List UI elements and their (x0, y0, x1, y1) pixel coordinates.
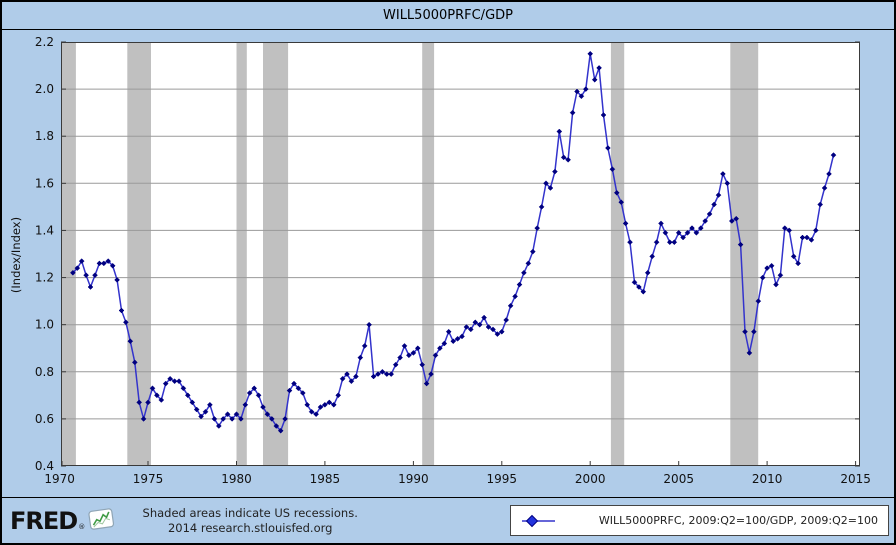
recession-band (422, 42, 435, 466)
y-tick-label: 2.2 (35, 35, 54, 49)
y-tick-label: 0.4 (35, 459, 54, 473)
y-axis-title: (Index/Index) (9, 216, 23, 294)
chart-title: WILL5000PRFC/GDP (2, 2, 894, 30)
recession-band (730, 42, 759, 466)
chart-region: 0.4 0.6 0.8 1.0 1.2 1.4 1.6 1.8 2.0 2.2 1970 1975 19… (2, 30, 894, 497)
data-point-markers (70, 50, 837, 434)
fred-logo: FRED ® (10, 506, 116, 535)
footer: FRED ® Shaded areas indicate US recessio… (2, 497, 894, 543)
fred-logo-text: FRED (10, 506, 78, 535)
y-tick-label: 1.6 (35, 176, 54, 190)
y-tick-label: 0.6 (35, 412, 54, 426)
x-tick-label: 1975 (133, 472, 164, 486)
recession-band (127, 42, 151, 466)
x-tick-label: 1990 (398, 472, 429, 486)
legend: WILL5000PRFC, 2009:Q2=100/GDP, 2009:Q2=1… (509, 505, 889, 536)
source-note: 2014 research.stlouisfed.org (167, 520, 333, 535)
y-tick-label: 1.8 (35, 129, 54, 143)
recession-band (61, 42, 76, 466)
y-tick-label: 2.0 (35, 82, 54, 96)
x-tick-label: 1980 (221, 472, 252, 486)
legend-series-label: WILL5000PRFC, 2009:Q2=100/GDP, 2009:Q2=1… (598, 514, 878, 527)
plot-svg: 0.4 0.6 0.8 1.0 1.2 1.4 1.6 1.8 2.0 2.2 1970 1975 19… (35, 35, 871, 486)
x-tick-label: 2015 (840, 472, 871, 486)
y-tick-label: 1.4 (35, 223, 54, 237)
legend-series-marker (521, 514, 555, 527)
recession-note: Shaded areas indicate US recessions. (142, 505, 358, 520)
x-tick-label: 2000 (575, 472, 606, 486)
icon-sparkline (93, 511, 110, 526)
legend-diamond (525, 514, 539, 527)
y-tick-label: 1.0 (35, 318, 54, 332)
recession-band (610, 42, 625, 466)
plot-frame (61, 42, 860, 466)
y-tick-label: 0.8 (35, 365, 54, 379)
x-tick-label: 1985 (310, 472, 341, 486)
x-tick-label: 1970 (44, 472, 75, 486)
recession-band (236, 42, 247, 466)
recession-band (263, 42, 289, 466)
y-tick-label: 1.2 (35, 271, 54, 285)
fred-logo-registered-mark: ® (78, 522, 86, 531)
footer-notes: Shaded areas indicate US recessions. 201… (120, 506, 380, 536)
x-tick-label: 2010 (752, 472, 783, 486)
x-tick-label: 2005 (663, 472, 694, 486)
plot-background (61, 42, 860, 466)
x-tick-label: 1995 (487, 472, 518, 486)
line-chart-icon (88, 507, 116, 534)
